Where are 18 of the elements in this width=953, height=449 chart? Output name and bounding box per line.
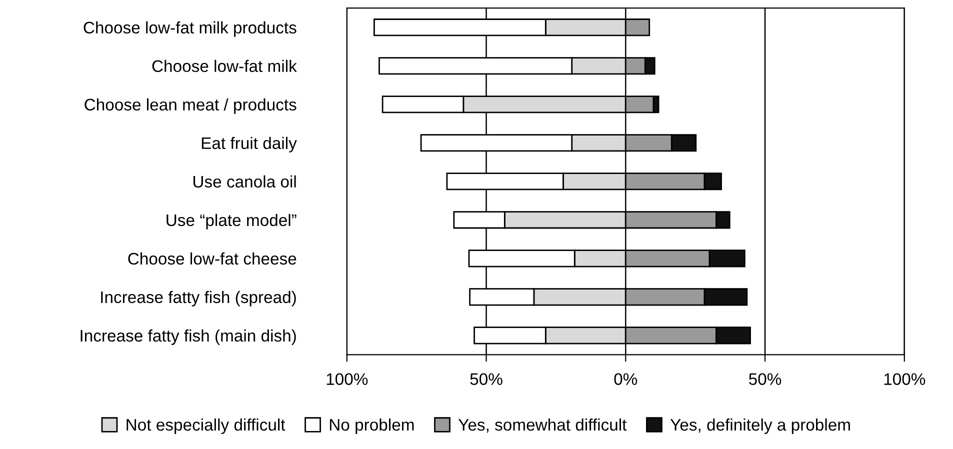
y-tick-label: Choose low-fat milk [152,60,297,72]
y-tick-label: Choose low-fat milk products [84,21,296,37]
y-tick-label: Choose low-fat cheese [128,252,296,265]
x-tick-label: 100% [326,373,368,386]
y-tick-label: Eat fruit daily [202,136,297,152]
legend-label: No problem [330,418,414,434]
legend-label: Yes, somewhat difficult [458,418,627,433]
y-tick-label: Use canola oil [193,175,296,188]
y-tick-label: Use “plate model” [166,214,296,230]
x-tick-label: 0% [614,373,638,386]
x-tick-label: 50% [470,373,502,386]
x-tick-label: 50% [749,373,782,386]
y-tick-label: Increase fatty fish (spread) [101,290,296,306]
y-tick-label: Choose lean meat / products [84,98,296,114]
x-tick-label: 100% [884,373,926,386]
legend-label: Yes, definitely a problem [670,418,850,434]
legend-label: Not especially difficult [126,418,286,434]
y-tick-label: Increase fatty fish (main dish) [80,329,296,345]
